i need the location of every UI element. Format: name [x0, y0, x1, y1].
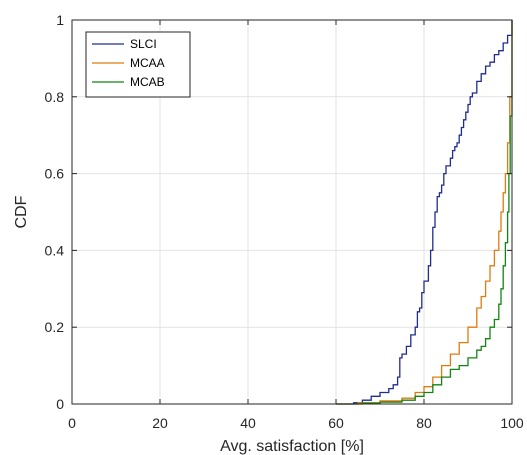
x-tick-label: 40 — [240, 415, 256, 431]
x-tick-label: 100 — [500, 415, 524, 431]
plot-frame — [71, 19, 513, 405]
axis-ticks: 0 20 40 60 80 100 0 0.2 0.4 0.6 0.8 1 — [45, 12, 524, 431]
legend-box — [85, 31, 191, 98]
series-line-mcab — [336, 20, 513, 405]
series-lines — [336, 20, 513, 405]
y-tick-label: 0 — [56, 396, 64, 412]
legend-label-mcab: MCAB — [130, 75, 165, 89]
y-tick-label: 0.8 — [45, 89, 65, 105]
x-tick-label: 60 — [328, 415, 344, 431]
y-tick-label: 0.2 — [45, 319, 65, 335]
x-tick-label: 20 — [152, 415, 168, 431]
x-tick-label: 0 — [68, 415, 76, 431]
y-axis-title: CDF — [13, 195, 30, 228]
x-tick-label: 80 — [416, 415, 432, 431]
y-tick-label: 0.6 — [45, 166, 65, 182]
series-line-slci — [336, 20, 513, 405]
legend: SLCI MCAA MCAB — [85, 31, 191, 98]
legend-label-slci: SLCI — [130, 37, 157, 51]
y-tick-label: 1 — [56, 12, 64, 28]
legend-label-mcaa: MCAA — [130, 56, 165, 70]
x-axis-title: Avg. satisfaction [%] — [220, 438, 364, 455]
y-tick-label: 0.4 — [45, 242, 65, 258]
